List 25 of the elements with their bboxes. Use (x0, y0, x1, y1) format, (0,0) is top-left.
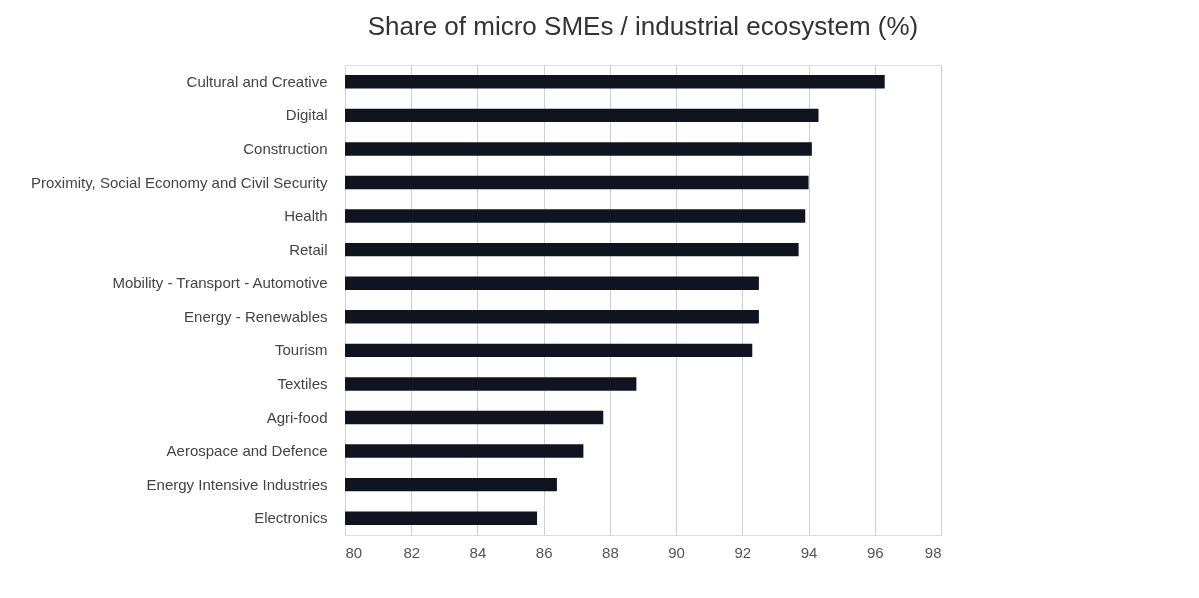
x-tick-label: 98 (924, 543, 942, 561)
x-tick-label: 84 (469, 543, 487, 561)
x-tick-label: 96 (866, 543, 884, 561)
chart-title: Share of micro SMEs / industrial ecosystem (%) (367, 11, 919, 41)
x-tick-label: 82 (403, 543, 421, 561)
y-tick-label: Energy Intensive Industries (146, 475, 328, 493)
y-tick-label: Digital (285, 106, 328, 124)
y-tick-label: Health (284, 207, 328, 225)
x-tick-label: 92 (734, 543, 752, 561)
y-tick-label: Construction (243, 139, 328, 157)
x-tick-label: 90 (668, 543, 685, 561)
y-tick-label: Mobility - Transport - Automotive (112, 274, 328, 292)
y-tick-label: Proximity, Social Economy and Civil Security (31, 173, 328, 191)
y-tick-label: Agri-food (266, 408, 328, 426)
y-tick-label: Electronics (254, 509, 328, 527)
x-tick-label: 86 (535, 543, 553, 561)
y-tick-label: Cultural and Creative (186, 72, 328, 90)
y-tick-label: Retail (289, 240, 328, 258)
y-tick-label: Tourism (274, 341, 328, 359)
x-tick-label: 88 (602, 543, 619, 561)
x-tick-label: 80 (345, 543, 363, 561)
y-tick-label: Aerospace and Defence (166, 442, 328, 460)
y-tick-label: Energy - Renewables (184, 307, 328, 325)
y-tick-label: Textiles (277, 374, 328, 392)
x-tick-label: 94 (800, 543, 818, 561)
